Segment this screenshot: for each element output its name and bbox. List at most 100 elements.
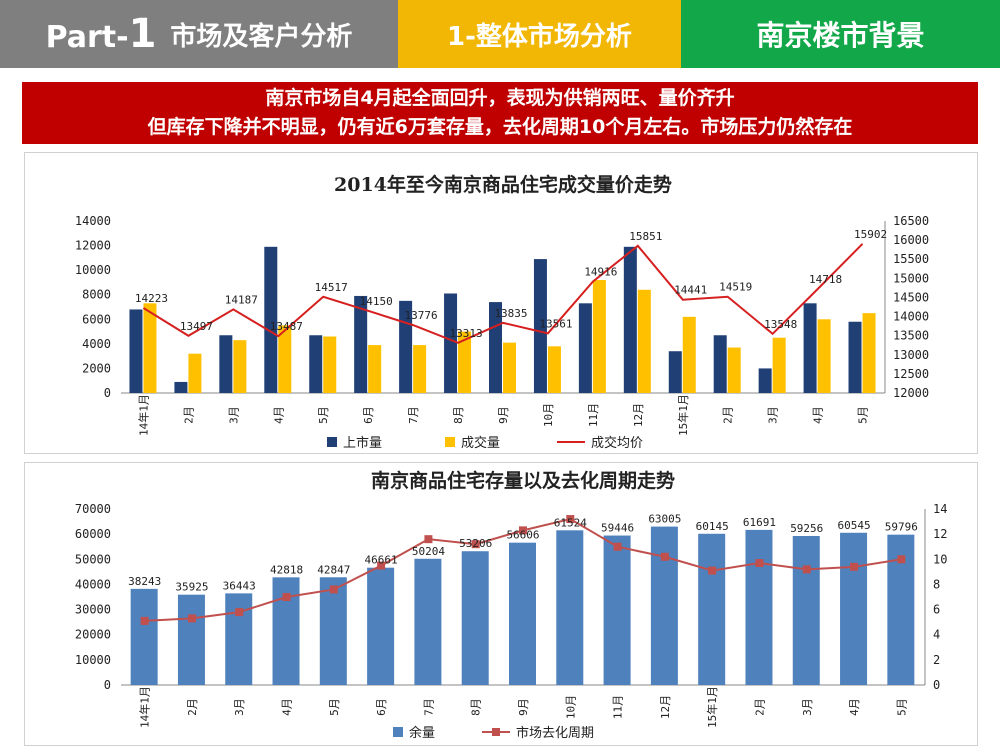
data-label: 14441 [674, 284, 707, 297]
line-marker [329, 585, 338, 594]
bar-余量 [414, 558, 442, 685]
x-tick-label: 5月 [857, 406, 870, 424]
x-tick-label: 3月 [801, 698, 814, 716]
bar-成交量 [592, 279, 606, 393]
y-right-tick-label: 16000 [893, 233, 929, 247]
data-label: 36443 [223, 579, 256, 592]
data-label: 13835 [494, 307, 527, 320]
x-tick-label: 4月 [812, 406, 825, 424]
banner-line-1: 南京市场自4月起全面回升，表现为供销两旺、量价齐升 [265, 87, 735, 109]
y-left-tick-label: 60000 [75, 527, 111, 541]
inventory-chart: 南京商品住宅存量以及去化周期走势 0 10000 20000 30000 40000 500… [24, 462, 978, 746]
bar-上市量 [129, 309, 143, 393]
y-right-tick-label: 15000 [893, 271, 929, 285]
header-topic: 南京楼市背景 [681, 0, 1000, 68]
x-tick-label: 2月 [753, 698, 766, 716]
line-marker [187, 614, 196, 623]
x-tick-label: 3月 [227, 406, 240, 424]
data-label: 63005 [648, 513, 681, 526]
data-label: 13313 [449, 327, 482, 340]
x-tick-label: 7月 [407, 406, 420, 424]
y-right-tick-label: 6 [933, 603, 940, 617]
y-left-tick-label: 50000 [75, 552, 111, 566]
bar-成交量 [503, 342, 516, 393]
legend-label: 市场去化周期 [516, 725, 594, 741]
y-right-tick-label: 12000 [893, 386, 929, 400]
data-label: 56606 [506, 529, 539, 542]
bar-上市量 [758, 368, 772, 393]
legend-label: 上市量 [343, 435, 382, 451]
bar-成交量 [772, 337, 786, 393]
x-tick-label: 10月 [564, 695, 577, 719]
bar-成交量 [368, 345, 382, 393]
bar-成交量 [547, 346, 561, 393]
bar-余量 [461, 551, 489, 685]
data-label: 13487 [270, 320, 303, 333]
legend-label: 余量 [409, 725, 435, 741]
x-tick-label: 7月 [422, 698, 435, 716]
y-left-tick-label: 8000 [82, 288, 111, 302]
bar-余量 [792, 536, 820, 685]
x-tick-label: 11月 [587, 403, 600, 427]
legend-label: 成交均价 [591, 435, 643, 451]
x-tick-label: 9月 [497, 406, 510, 424]
data-label: 13776 [405, 309, 438, 322]
data-label: 38243 [128, 575, 161, 588]
bar-成交量 [682, 316, 696, 393]
data-label: 59256 [790, 522, 823, 535]
section-title: 市场及客户分析 [170, 21, 353, 52]
x-tick-label: 11月 [612, 695, 625, 719]
data-label: 61524 [554, 516, 587, 529]
x-tick-label: 6月 [375, 698, 388, 716]
line-marker [235, 608, 244, 617]
line-marker [424, 535, 433, 544]
data-label: 53206 [459, 537, 492, 550]
price-volume-chart-svg: 2014年至今南京商品住宅成交量价走势 0 2000 4000 6000 8000 1000… [75, 173, 929, 451]
y-left-tick-label: 40000 [75, 577, 111, 591]
data-label: 13561 [539, 317, 572, 330]
y-right-tick-label: 10 [933, 552, 947, 566]
y-left-tick-label: 10000 [75, 653, 111, 667]
bar-成交量 [233, 340, 247, 393]
x-tick-label: 8月 [452, 406, 465, 424]
y-right-tick-label: 14 [933, 502, 947, 516]
bar-上市量 [174, 381, 188, 393]
y-right-tick-label: 2 [933, 653, 940, 667]
legend-swatch [445, 437, 455, 447]
chart-title: 南京商品住宅存量以及去化周期走势 [371, 469, 675, 492]
bar-余量 [319, 577, 347, 685]
x-tick-label: 4月 [272, 406, 285, 424]
bar-上市量 [713, 335, 727, 393]
y-left-tick-label: 14000 [75, 214, 111, 228]
x-tick-label: 12月 [659, 695, 672, 719]
bar-成交量 [413, 345, 427, 393]
line-marker [519, 526, 527, 535]
data-label: 59796 [885, 521, 918, 534]
bar-上市量 [264, 246, 278, 393]
y-right-tick-label: 8 [933, 577, 940, 591]
data-label: 14519 [719, 281, 752, 294]
bar-成交量 [188, 353, 202, 393]
y-right-tick-label: 13000 [893, 348, 929, 362]
x-tick-label: 9月 [517, 698, 530, 716]
x-tick-label: 5月 [328, 698, 341, 716]
x-tick-label: 15年1月 [705, 686, 719, 728]
data-label: 15902 [854, 228, 887, 241]
y-left-tick-label: 30000 [75, 603, 111, 617]
y-left-tick-label: 4000 [82, 337, 111, 351]
x-tick-label: 5月 [895, 698, 908, 716]
data-label: 13548 [764, 318, 797, 331]
summary-banner: 南京市场自4月起全面回升，表现为供销两旺、量价齐升 但库存下降并不明显，仍有近6… [22, 82, 978, 144]
data-label: 60145 [696, 520, 729, 533]
data-label: 50204 [412, 545, 445, 558]
bar-余量 [556, 530, 584, 685]
bar-上市量 [309, 335, 323, 393]
bar-成交量 [458, 331, 472, 393]
line-marker [660, 552, 669, 561]
data-label: 15851 [629, 230, 662, 243]
bar-余量 [650, 526, 678, 685]
line-marker [613, 542, 622, 551]
y-left-tick-label: 2000 [82, 361, 111, 375]
y-right-tick-label: 16500 [893, 214, 929, 228]
bar-上市量 [848, 321, 862, 393]
